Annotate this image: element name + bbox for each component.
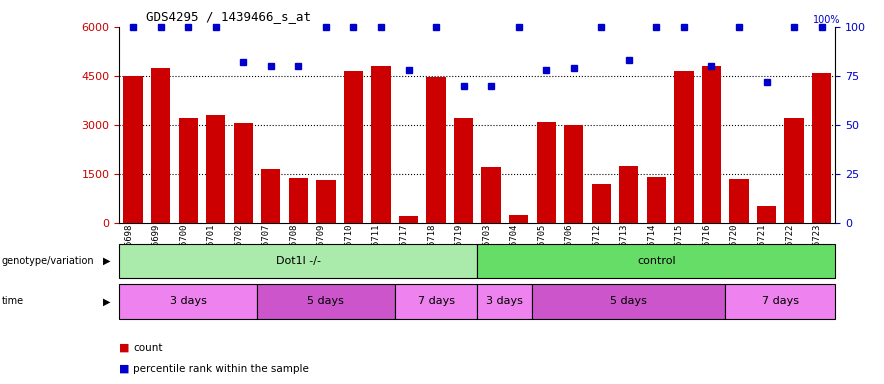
Text: 5 days: 5 days: [610, 296, 647, 306]
Text: 7 days: 7 days: [762, 296, 799, 306]
Bar: [289, 178, 308, 223]
Bar: [344, 71, 363, 223]
Bar: [233, 123, 253, 223]
Bar: [729, 179, 749, 223]
Bar: [812, 73, 831, 223]
Text: control: control: [637, 256, 675, 266]
Text: 3 days: 3 days: [486, 296, 523, 306]
Text: count: count: [133, 343, 163, 353]
Bar: [395, 284, 477, 319]
Text: ▶: ▶: [103, 256, 110, 266]
Text: 100%: 100%: [813, 15, 841, 25]
Text: GDS4295 / 1439466_s_at: GDS4295 / 1439466_s_at: [146, 10, 311, 23]
Bar: [537, 122, 556, 223]
Bar: [725, 284, 835, 319]
Bar: [124, 76, 142, 223]
Text: ▶: ▶: [103, 296, 110, 306]
Bar: [119, 284, 257, 319]
Bar: [564, 125, 583, 223]
Text: time: time: [2, 296, 24, 306]
Bar: [151, 68, 171, 223]
Bar: [619, 166, 638, 223]
Bar: [179, 118, 198, 223]
Bar: [261, 169, 280, 223]
Bar: [371, 66, 391, 223]
Bar: [206, 115, 225, 223]
Bar: [257, 284, 395, 319]
Text: 5 days: 5 days: [308, 296, 345, 306]
Bar: [647, 177, 666, 223]
Text: ■: ■: [119, 364, 133, 374]
Bar: [426, 78, 446, 223]
Bar: [591, 184, 611, 223]
Text: genotype/variation: genotype/variation: [2, 256, 95, 266]
Text: ■: ■: [119, 343, 133, 353]
Bar: [674, 71, 694, 223]
Bar: [784, 118, 804, 223]
Bar: [532, 284, 725, 319]
Bar: [477, 244, 835, 278]
Bar: [482, 167, 500, 223]
Bar: [399, 216, 418, 223]
Bar: [316, 180, 336, 223]
Text: 3 days: 3 days: [170, 296, 207, 306]
Bar: [702, 66, 721, 223]
Text: 7 days: 7 days: [417, 296, 454, 306]
Bar: [477, 284, 532, 319]
Text: percentile rank within the sample: percentile rank within the sample: [133, 364, 309, 374]
Bar: [119, 244, 477, 278]
Bar: [509, 215, 529, 223]
Bar: [757, 207, 776, 223]
Text: Dot1l -/-: Dot1l -/-: [276, 256, 321, 266]
Bar: [454, 118, 473, 223]
